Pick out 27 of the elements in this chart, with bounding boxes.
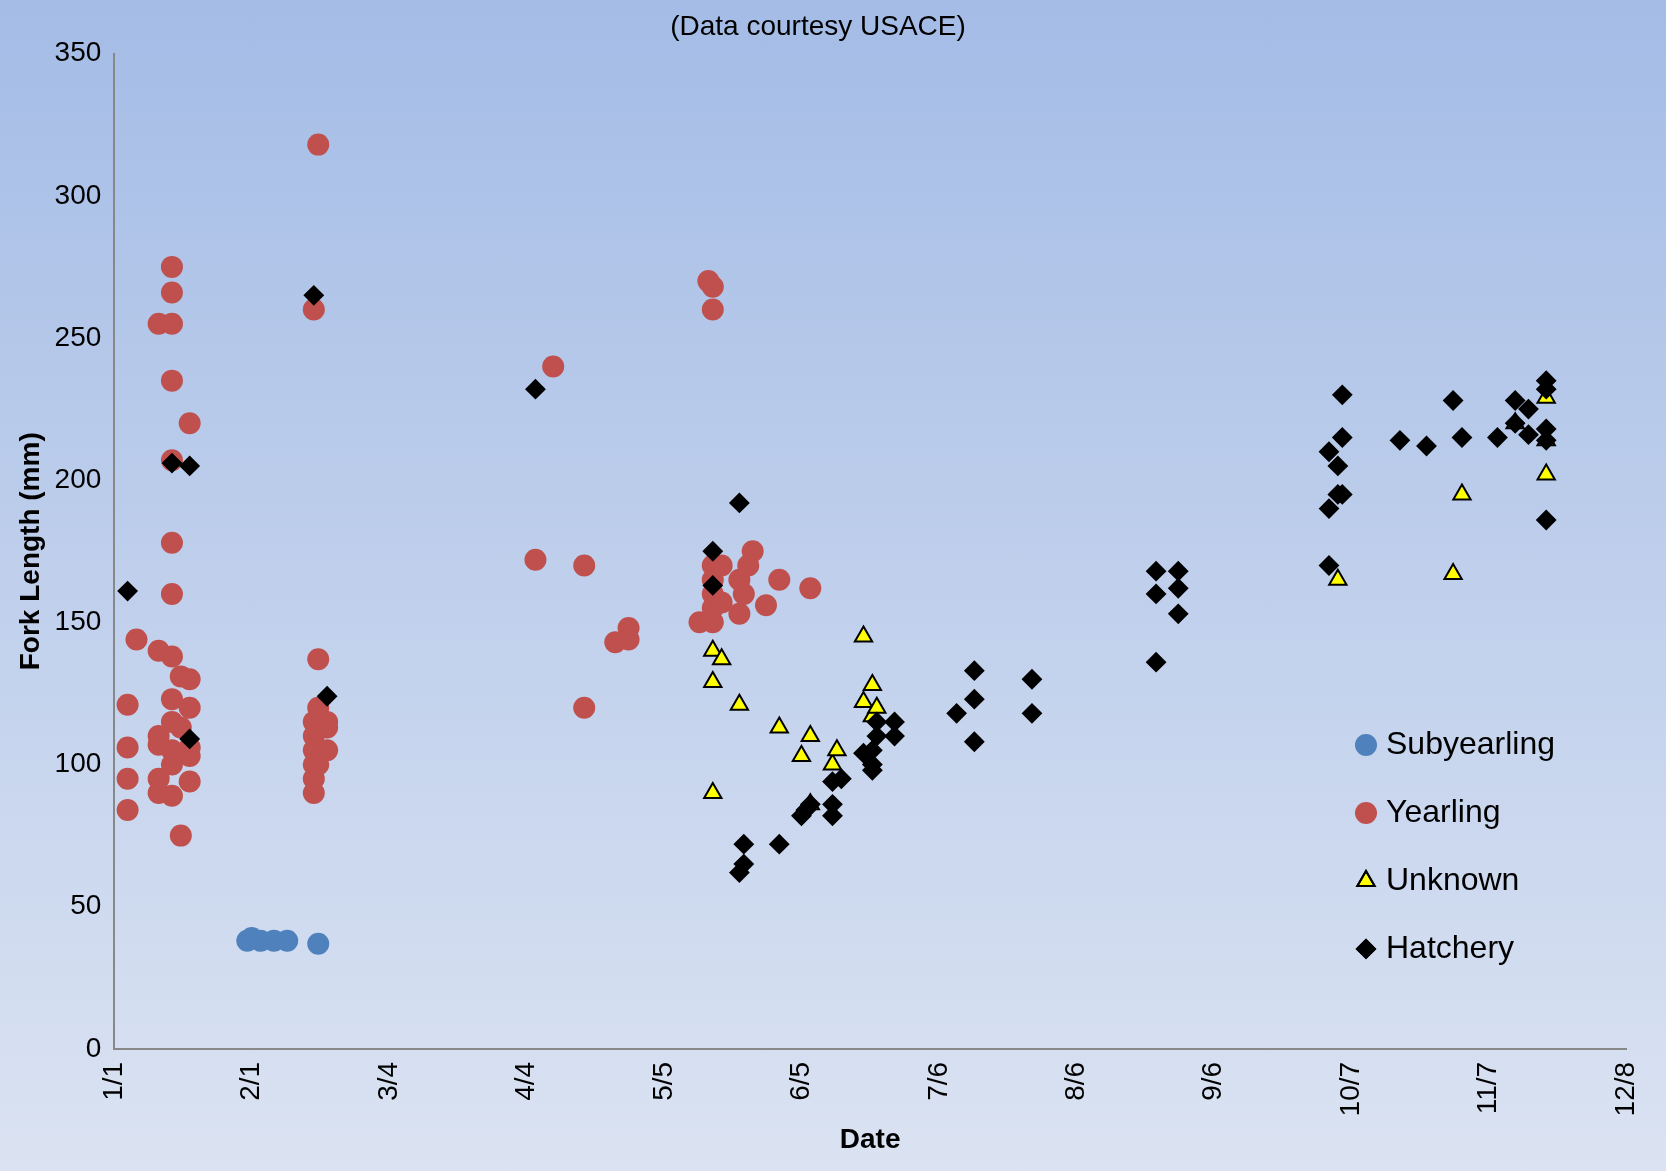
y-tick-label: 300 bbox=[54, 178, 102, 210]
y-tick-label: 50 bbox=[70, 889, 102, 921]
x-tick-label: 7/6 bbox=[921, 1061, 953, 1101]
x-tick-label: 3/4 bbox=[371, 1061, 403, 1101]
x-tick-label: 12/8 bbox=[1608, 1061, 1640, 1117]
legend-label: Hatchery bbox=[1386, 928, 1515, 965]
x-tick-label: 9/6 bbox=[1196, 1061, 1228, 1101]
y-tick-label: 250 bbox=[54, 320, 102, 352]
x-tick-label: 10/7 bbox=[1333, 1061, 1365, 1117]
legend-label: Yearling bbox=[1386, 792, 1501, 829]
x-tick-label: 11/7 bbox=[1471, 1061, 1503, 1115]
x-tick-label: 1/1 bbox=[97, 1061, 129, 1101]
x-tick-label: 5/5 bbox=[646, 1061, 678, 1101]
y-tick-label: 0 bbox=[85, 1031, 102, 1063]
y-tick-label: 100 bbox=[54, 747, 102, 779]
x-tick-label: 4/4 bbox=[509, 1061, 541, 1101]
y-tick-label: 200 bbox=[54, 462, 102, 494]
x-tick-label: 2/1 bbox=[234, 1061, 266, 1101]
x-tick-label: 6/5 bbox=[784, 1061, 816, 1101]
chart-subtitle: (Data courtesy USACE) bbox=[670, 9, 966, 41]
x-axis-title: Date bbox=[839, 1122, 901, 1154]
legend-label: Subyearling bbox=[1386, 724, 1555, 761]
y-tick-label: 150 bbox=[54, 605, 102, 637]
x-tick-label: 8/6 bbox=[1059, 1061, 1091, 1101]
legend-label: Unknown bbox=[1386, 860, 1520, 897]
y-tick-label: 350 bbox=[54, 36, 102, 68]
y-axis-title: Fork Length (mm) bbox=[13, 432, 45, 671]
